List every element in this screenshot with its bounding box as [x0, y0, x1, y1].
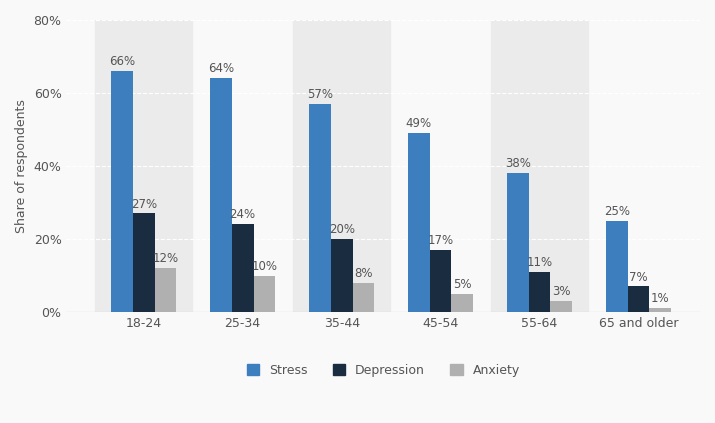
Text: 27%: 27% [131, 198, 157, 211]
Text: 10%: 10% [252, 260, 277, 272]
Bar [254, 275, 275, 312]
Legend: Stress, Depression, Anxiety: Stress, Depression, Anxiety [242, 359, 525, 382]
Text: 24%: 24% [230, 209, 256, 222]
Bar [331, 239, 352, 312]
Bar [95, 20, 192, 312]
Text: 17%: 17% [428, 234, 454, 247]
Bar [628, 286, 649, 312]
Text: 38%: 38% [505, 157, 531, 170]
Text: 20%: 20% [329, 223, 355, 236]
Text: 3%: 3% [552, 285, 571, 298]
Bar [430, 250, 451, 312]
Bar [293, 20, 390, 312]
Text: 64%: 64% [208, 63, 234, 75]
Bar [451, 294, 473, 312]
Bar [111, 71, 133, 312]
Text: 7%: 7% [629, 271, 648, 283]
Text: 57%: 57% [307, 88, 333, 101]
Bar [649, 308, 671, 312]
Bar [408, 133, 430, 312]
Bar [352, 283, 374, 312]
Bar [154, 268, 177, 312]
Text: 49%: 49% [406, 117, 432, 130]
Text: 11%: 11% [526, 256, 553, 269]
Text: 25%: 25% [603, 205, 630, 218]
Bar [210, 78, 232, 312]
Bar [528, 272, 551, 312]
Y-axis label: Share of respondents: Share of respondents [15, 99, 28, 233]
Bar [309, 104, 331, 312]
Text: 5%: 5% [453, 278, 472, 291]
Text: 12%: 12% [152, 252, 179, 265]
Text: 8%: 8% [354, 267, 373, 280]
Bar [551, 301, 572, 312]
Bar [606, 221, 628, 312]
Bar [232, 224, 254, 312]
Bar [491, 20, 588, 312]
Bar [133, 214, 154, 312]
Bar [507, 173, 528, 312]
Text: 1%: 1% [651, 292, 670, 305]
Text: 66%: 66% [109, 55, 135, 68]
